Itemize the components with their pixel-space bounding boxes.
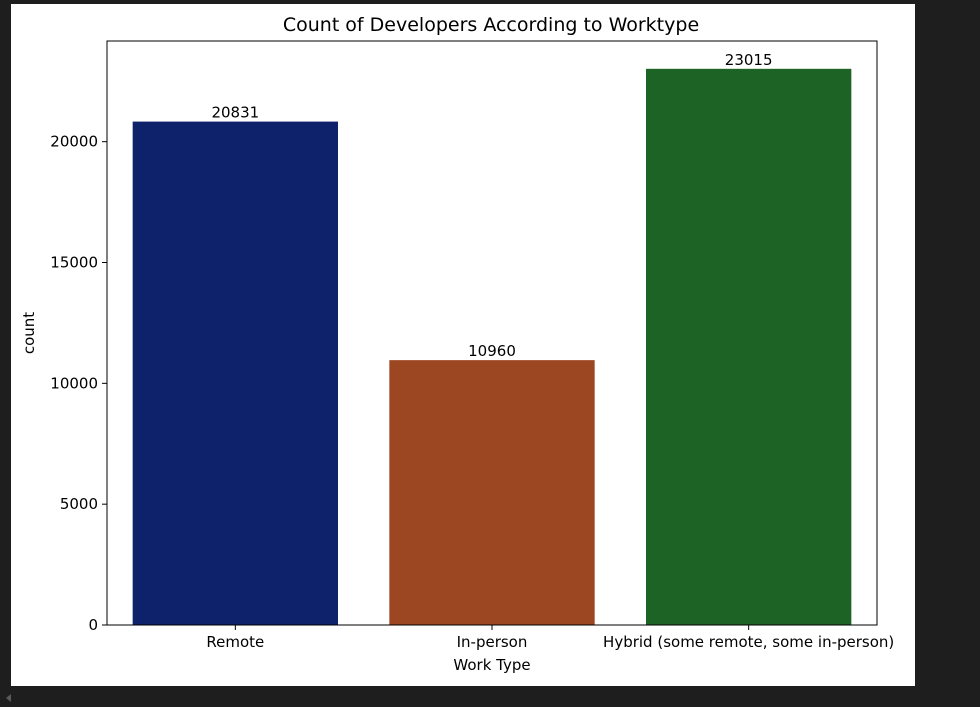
y-tick-label: 0 — [88, 616, 98, 634]
x-tick-label: Remote — [206, 633, 264, 651]
y-tick-label: 20000 — [50, 133, 98, 151]
data-label: 10960 — [468, 342, 516, 360]
chart-figure: Count of Developers According to Worktyp… — [11, 4, 915, 686]
bar-0 — [132, 121, 338, 625]
x-tick-label: In-person — [457, 633, 528, 651]
y-tick-label: 5000 — [60, 495, 98, 513]
y-axis: 0 5000 10000 15000 20000 — [50, 133, 107, 634]
chart-title: Count of Developers According to Worktyp… — [283, 14, 699, 36]
data-label: 20831 — [211, 104, 259, 122]
y-tick-label: 15000 — [50, 254, 98, 272]
bar-1 — [389, 360, 595, 625]
bars-layer — [132, 68, 852, 625]
bar-chart: Count of Developers According to Worktyp… — [20, 14, 894, 674]
data-labels-layer: 20831 10960 23015 — [211, 51, 772, 360]
bar-2 — [646, 68, 852, 625]
data-label: 23015 — [725, 51, 773, 69]
y-tick-label: 10000 — [50, 374, 98, 392]
scroll-left-icon[interactable] — [6, 694, 11, 702]
plot-frame — [106, 40, 878, 626]
x-axis: Remote In-person Hybrid (some remote, some… — [206, 625, 894, 651]
x-tick-label: Hybrid (some remote, some in-person) — [603, 633, 894, 651]
y-axis-label: count — [20, 312, 38, 354]
x-axis-label: Work Type — [453, 656, 530, 674]
